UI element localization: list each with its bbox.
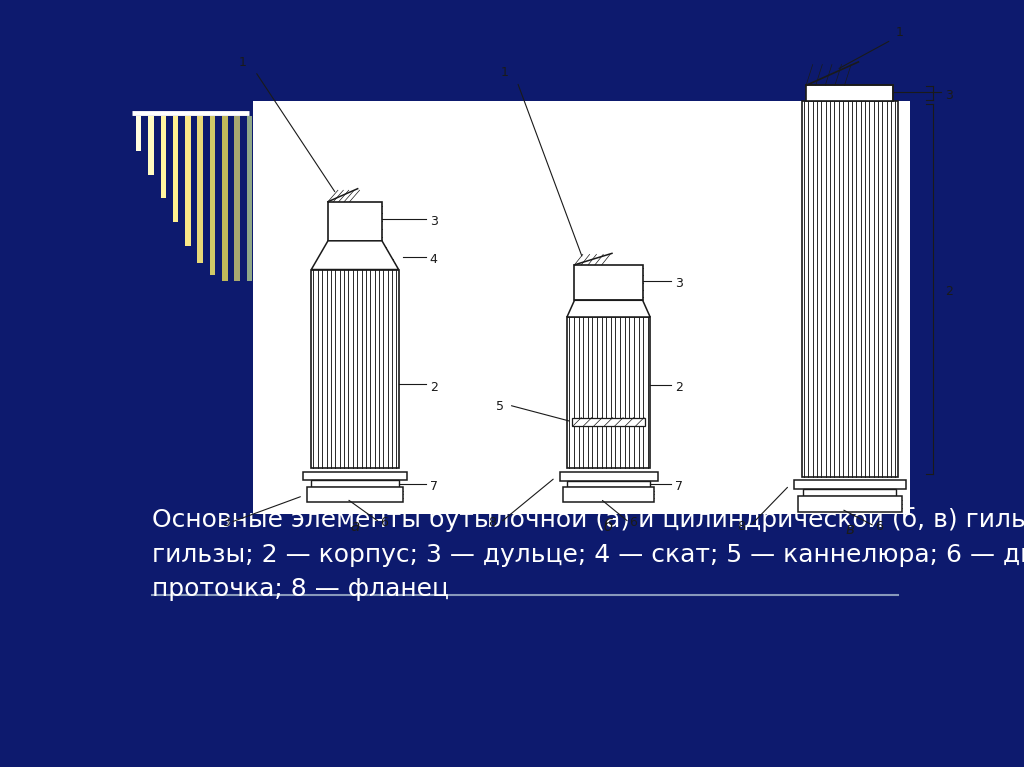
- FancyBboxPatch shape: [253, 101, 909, 515]
- FancyBboxPatch shape: [259, 116, 264, 281]
- Text: 4: 4: [430, 252, 437, 265]
- FancyBboxPatch shape: [234, 116, 240, 281]
- FancyBboxPatch shape: [222, 116, 227, 281]
- Text: 5: 5: [497, 400, 505, 413]
- FancyBboxPatch shape: [185, 116, 190, 245]
- Text: 6: 6: [380, 516, 388, 529]
- FancyBboxPatch shape: [210, 116, 215, 275]
- Text: в: в: [845, 522, 854, 537]
- Text: 6: 6: [630, 516, 638, 529]
- FancyBboxPatch shape: [308, 116, 313, 281]
- Text: 8: 8: [488, 516, 497, 529]
- Text: Основные элементы бутылочной (а) и цилиндрической (б, в) гильз: 1 — срез: Основные элементы бутылочной (а) и цилин…: [152, 507, 1024, 532]
- Bar: [567, 317, 650, 468]
- Text: 3: 3: [675, 277, 683, 290]
- Bar: [798, 496, 902, 512]
- Text: гильзы; 2 — корпус; 3 — дульце; 4 — скат; 5 — каннелюра; 6 — дно; 7 —: гильзы; 2 — корпус; 3 — дульце; 4 — скат…: [152, 544, 1024, 568]
- Text: 3: 3: [222, 516, 230, 529]
- FancyBboxPatch shape: [198, 116, 203, 263]
- Text: 1: 1: [895, 26, 903, 39]
- Text: 2: 2: [430, 380, 437, 393]
- FancyBboxPatch shape: [271, 116, 276, 281]
- FancyBboxPatch shape: [247, 116, 252, 281]
- FancyBboxPatch shape: [284, 116, 289, 281]
- FancyBboxPatch shape: [321, 116, 326, 281]
- Text: 8: 8: [737, 520, 745, 533]
- Bar: [572, 417, 645, 426]
- Bar: [559, 472, 657, 481]
- Text: 1: 1: [239, 56, 247, 69]
- FancyBboxPatch shape: [148, 116, 154, 175]
- Text: 1: 1: [501, 66, 509, 79]
- FancyBboxPatch shape: [296, 116, 301, 281]
- Bar: [303, 472, 407, 480]
- Text: а: а: [350, 519, 359, 535]
- Bar: [794, 479, 906, 489]
- Bar: [307, 487, 402, 502]
- Text: 2: 2: [675, 381, 683, 394]
- Bar: [806, 85, 893, 101]
- FancyBboxPatch shape: [173, 116, 178, 222]
- Bar: [567, 481, 650, 487]
- Text: 2: 2: [945, 285, 953, 298]
- Text: 3: 3: [945, 88, 953, 101]
- FancyBboxPatch shape: [136, 116, 141, 151]
- Bar: [803, 489, 896, 496]
- Polygon shape: [311, 241, 398, 269]
- Bar: [311, 269, 398, 468]
- Bar: [802, 101, 897, 476]
- Text: 3: 3: [430, 216, 437, 229]
- Bar: [574, 265, 643, 301]
- FancyBboxPatch shape: [161, 116, 166, 199]
- Text: б: б: [604, 519, 613, 535]
- Bar: [311, 480, 398, 487]
- Text: проточка; 8 — фланец: проточка; 8 — фланец: [152, 577, 449, 601]
- Polygon shape: [567, 301, 650, 317]
- Bar: [328, 202, 382, 241]
- Bar: [563, 487, 654, 502]
- FancyBboxPatch shape: [333, 116, 338, 281]
- Text: 6: 6: [874, 520, 883, 533]
- Text: 7: 7: [675, 480, 683, 493]
- Text: 7: 7: [430, 479, 438, 492]
